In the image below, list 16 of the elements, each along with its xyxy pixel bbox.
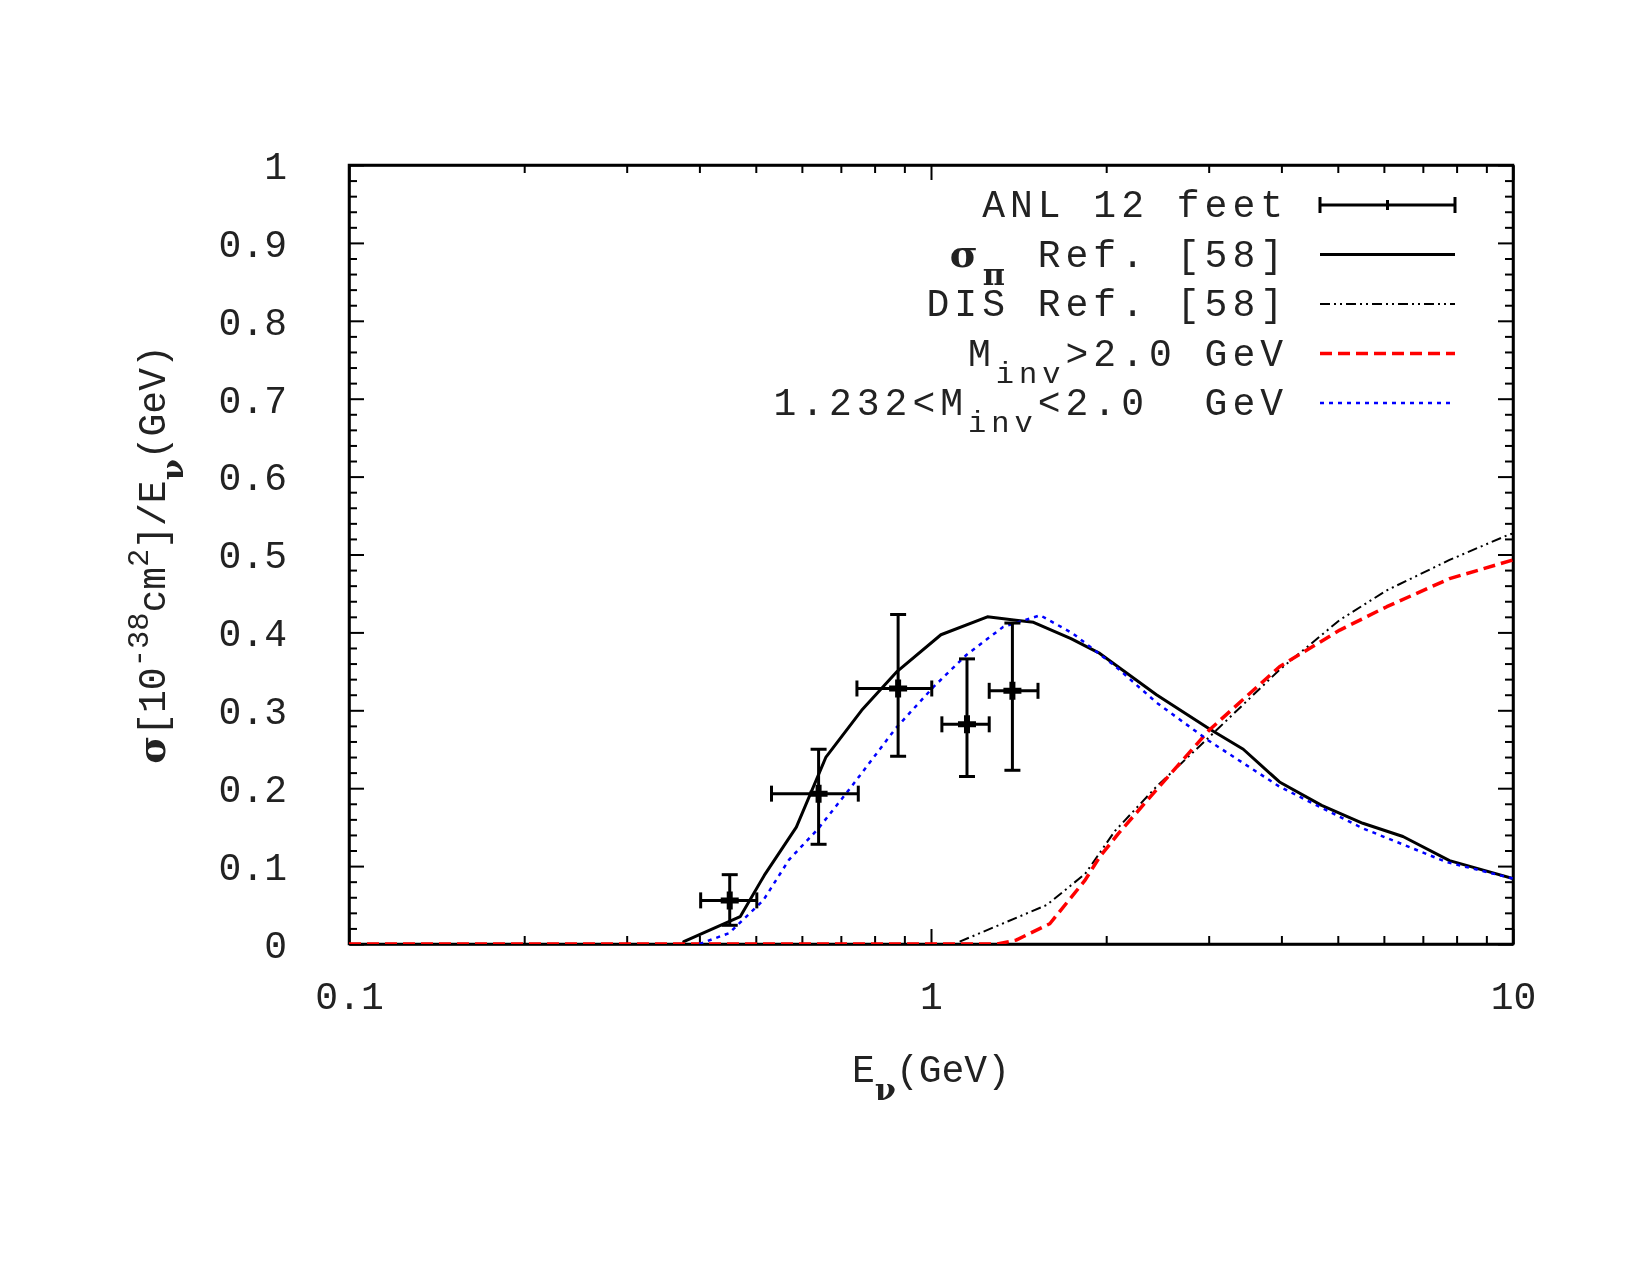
y-tick-label: 0.1 xyxy=(218,847,287,891)
y-tick-label: 0.3 xyxy=(218,692,287,736)
y-tick-label: 0.9 xyxy=(218,224,287,268)
x-tick-label: 1 xyxy=(920,976,943,1020)
y-tick-label: 0.2 xyxy=(218,770,287,813)
x-tick-label: 0.1 xyxy=(315,976,384,1020)
y-tick-label: 0.4 xyxy=(218,614,287,658)
y-tick-label: 0.8 xyxy=(218,302,287,346)
y-tick-label: 0.7 xyxy=(218,380,287,424)
x-axis-title: E$_{ν}$(GeV) xyxy=(852,1050,1010,1107)
y-tick-label: 0 xyxy=(264,925,287,969)
y-tick-label: 0.5 xyxy=(218,536,287,580)
x-tick-label: 10 xyxy=(1490,976,1537,1020)
legend-label: ANL 12 feet xyxy=(982,185,1288,229)
y-tick-label: 1 xyxy=(264,146,287,190)
y-tick-label: 0.6 xyxy=(218,458,287,502)
